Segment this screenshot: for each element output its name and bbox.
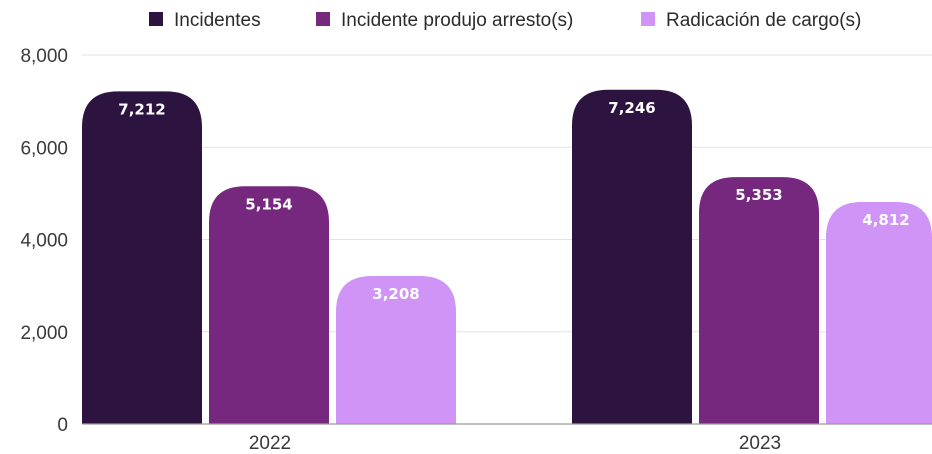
legend-swatch (641, 12, 655, 26)
legend-label: Incidente produjo arresto(s) (341, 10, 573, 31)
bar-labels: 7,212 5,154 3,208 7,246 5,353 4,812 (118, 99, 909, 303)
y-tick-label: 0 (57, 415, 68, 436)
legend-swatch (149, 12, 163, 26)
legend-label: Incidentes (174, 10, 261, 31)
y-tick-label: 4,000 (20, 231, 68, 252)
x-category-label: 2022 (249, 433, 291, 454)
x-axis: 2022 2023 (82, 423, 932, 454)
y-tick-label: 8,000 (20, 46, 68, 67)
y-tick-label: 6,000 (20, 138, 68, 159)
bar-value-label: 7,212 (118, 100, 165, 118)
x-category-label: 2023 (739, 433, 781, 454)
legend-item: Incidente produjo arresto(s) (316, 10, 573, 31)
y-tick-label: 2,000 (20, 323, 68, 344)
legend-item: Radicación de cargo(s) (641, 10, 861, 31)
bar-2023-series-2 (699, 177, 819, 424)
bar-2023-series-3 (826, 202, 932, 424)
legend-swatch (316, 12, 330, 26)
bar-2023-series-1 (572, 89, 692, 424)
legend: Incidentes Incidente produjo arresto(s) Ra… (149, 10, 861, 31)
y-axis: 0 2,000 4,000 6,000 8,000 (20, 46, 68, 436)
legend-label: Radicación de cargo(s) (666, 10, 861, 31)
bar-2022-series-2 (209, 186, 329, 424)
bar-2022-series-1 (82, 91, 202, 424)
bar-value-label: 5,154 (245, 195, 292, 213)
bar-2022-series-3 (336, 276, 456, 424)
bar-value-label: 7,246 (608, 99, 655, 117)
bar-value-label: 5,353 (735, 186, 782, 204)
bar-value-label: 4,812 (862, 211, 909, 229)
bar-value-label: 3,208 (372, 285, 419, 303)
bars (82, 89, 932, 424)
legend-item: Incidentes (149, 10, 261, 31)
